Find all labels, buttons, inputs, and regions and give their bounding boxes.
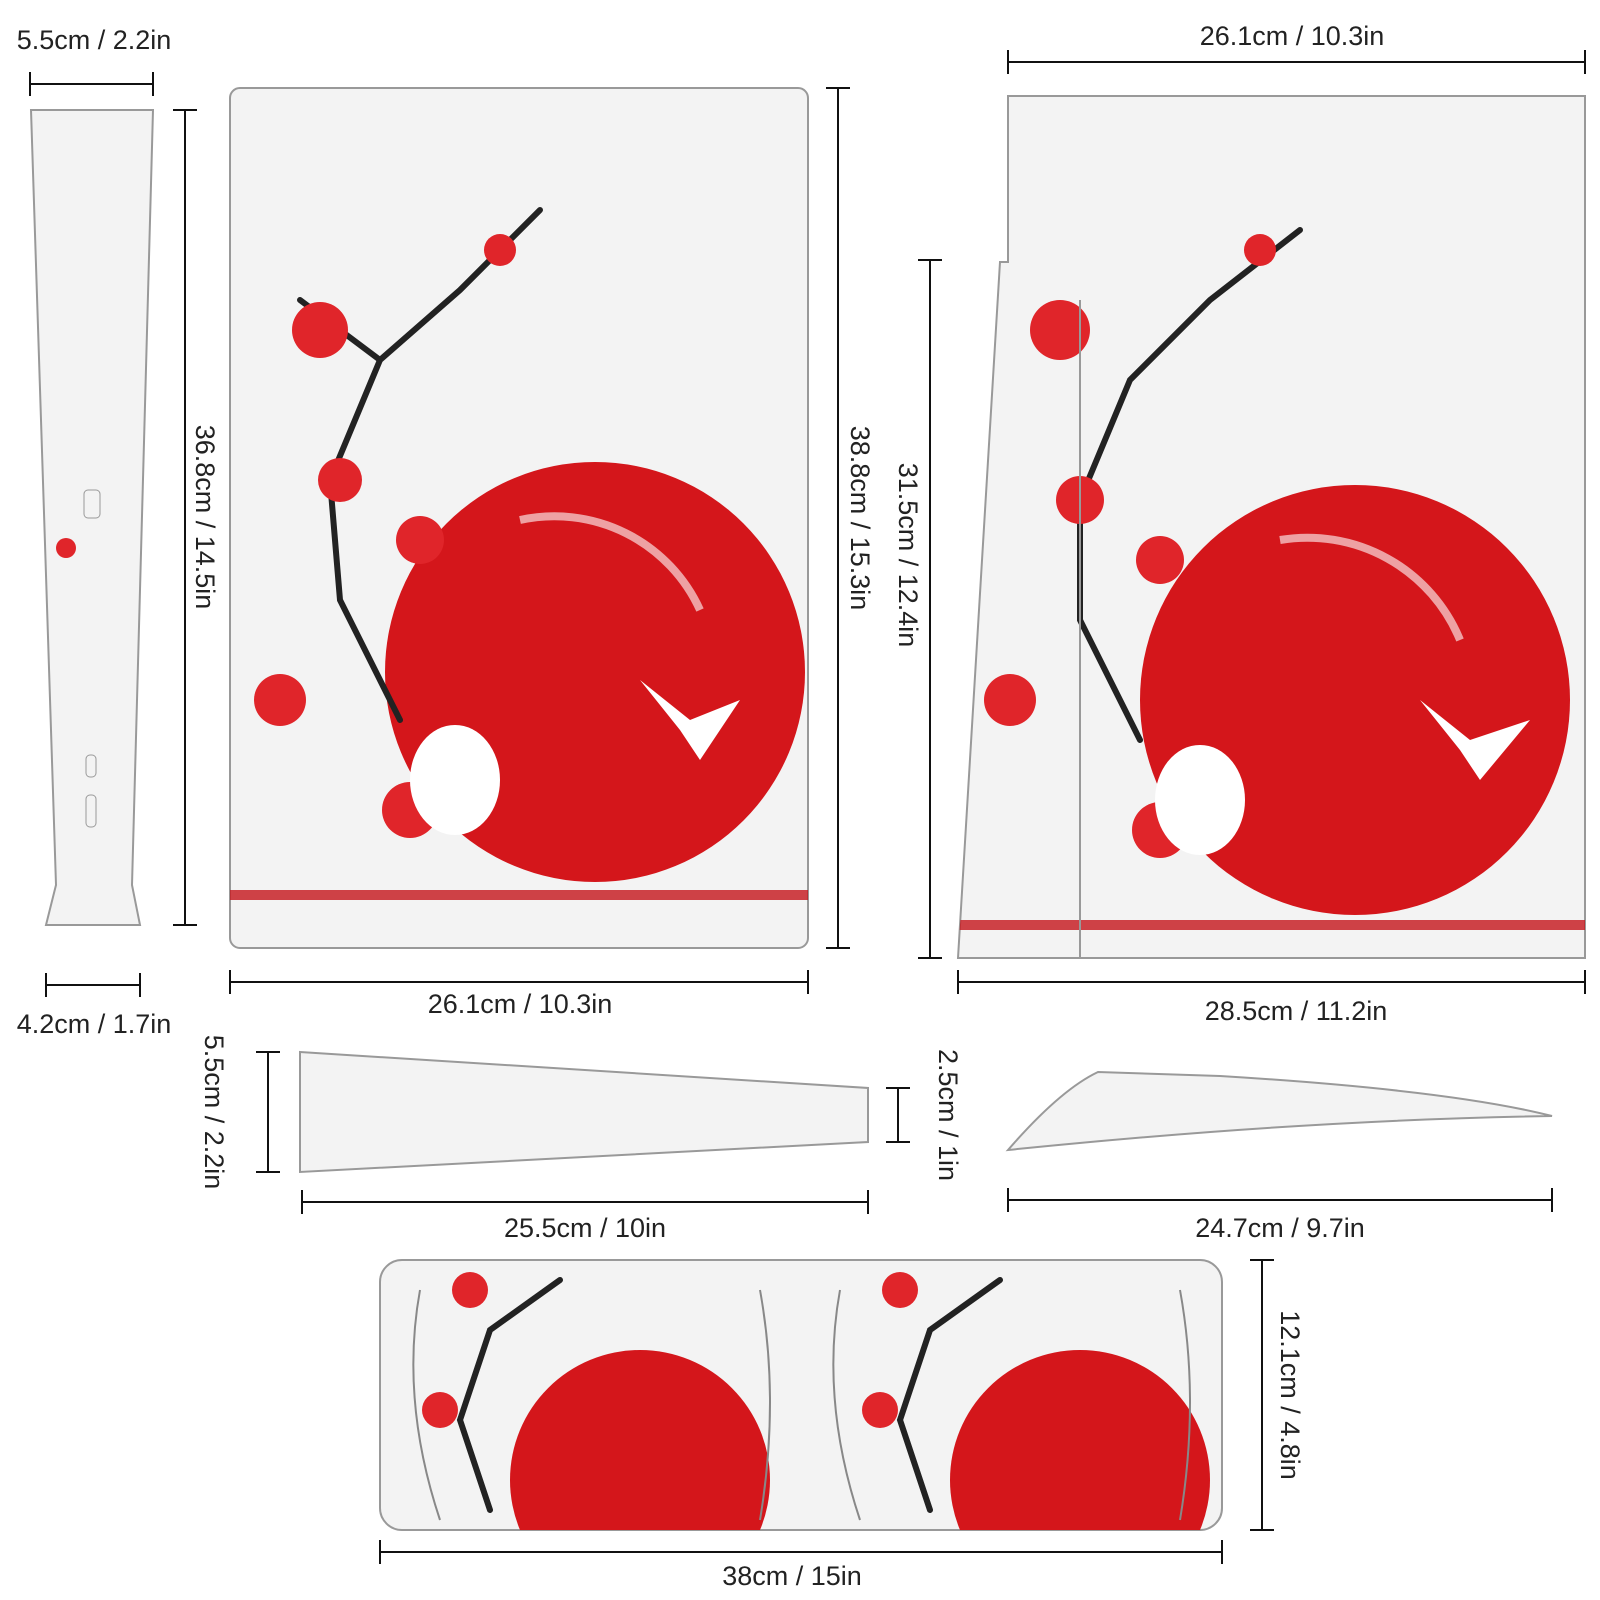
dimension-label: 38cm / 15in xyxy=(722,1561,862,1591)
artwork xyxy=(230,207,808,900)
bottom-strip xyxy=(299,1050,869,1174)
dimension-label: 25.5cm / 10in xyxy=(504,1213,666,1243)
dimension-label: 2.5cm / 1in xyxy=(933,1049,963,1181)
artwork xyxy=(958,227,1585,930)
dimension-label: 28.5cm / 11.2in xyxy=(1205,996,1388,1026)
dimension-lines xyxy=(29,50,1586,1564)
dimension-label: 12.1cm / 4.8in xyxy=(1275,1310,1305,1480)
dimension-label: 4.2cm / 1.7in xyxy=(17,1009,172,1039)
dimension-label: 24.7cm / 9.7in xyxy=(1195,1213,1365,1243)
dimension-label: 5.5cm / 2.2in xyxy=(17,25,172,55)
dimension-label: 5.5cm / 2.2in xyxy=(199,1035,229,1190)
dimension-label: 38.8cm / 15.3in xyxy=(845,426,875,611)
dimension-label: 26.1cm / 10.3in xyxy=(1200,21,1385,51)
artwork xyxy=(412,1272,1210,1530)
dimension-label: 26.1cm / 10.3in xyxy=(428,989,613,1019)
dimension-label: 31.5cm / 12.4in xyxy=(893,463,923,648)
port xyxy=(85,794,97,828)
port xyxy=(83,489,101,519)
curved-strip xyxy=(1005,1070,1553,1152)
port xyxy=(85,754,97,778)
dimension-label: 36.8cm / 14.5in xyxy=(190,425,220,610)
decoration xyxy=(56,538,76,558)
